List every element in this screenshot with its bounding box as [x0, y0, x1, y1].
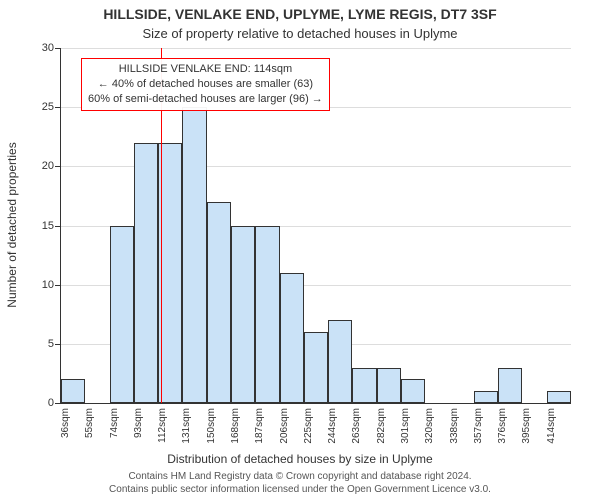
x-tick-label: 282sqm: [376, 408, 387, 458]
x-tick-label: 93sqm: [133, 408, 144, 458]
x-tick-label: 112sqm: [157, 408, 168, 458]
x-tick-label: 36sqm: [60, 408, 71, 458]
y-tick: [55, 285, 60, 286]
annotation-line1: HILLSIDE VENLAKE END: 114sqm: [88, 62, 323, 77]
histogram-bar: [474, 391, 498, 403]
histogram-bar: [328, 320, 352, 403]
x-tick-label: 376sqm: [497, 408, 508, 458]
grid-line: [61, 48, 571, 49]
y-tick: [55, 344, 60, 345]
y-tick-label: 25: [42, 101, 54, 113]
x-tick-label: 206sqm: [279, 408, 290, 458]
histogram-bar: [110, 226, 134, 404]
y-tick-label: 30: [42, 42, 54, 54]
y-tick: [55, 107, 60, 108]
histogram-bar: [377, 368, 401, 404]
histogram-bar: [61, 379, 85, 403]
y-axis-title: Number of detached properties: [5, 142, 19, 307]
footer-attribution: Contains HM Land Registry data © Crown c…: [0, 470, 600, 496]
x-tick-label: 338sqm: [449, 408, 460, 458]
x-tick-label: 187sqm: [254, 408, 265, 458]
histogram-bar: [304, 332, 328, 403]
x-tick-label: 244sqm: [327, 408, 338, 458]
histogram-bar: [401, 379, 425, 403]
x-tick-label: 225sqm: [303, 408, 314, 458]
histogram-bar: [207, 202, 231, 403]
y-tick: [55, 48, 60, 49]
histogram-bar: [255, 226, 279, 404]
histogram-bar: [547, 391, 571, 403]
x-tick-label: 301sqm: [400, 408, 411, 458]
plot-area: HILLSIDE VENLAKE END: 114sqm← 40% of det…: [60, 48, 571, 404]
histogram-bar: [352, 368, 376, 404]
y-tick-label: 20: [42, 160, 54, 172]
histogram-bar: [158, 143, 182, 403]
x-tick-label: 74sqm: [109, 408, 120, 458]
chart-container: HILLSIDE, VENLAKE END, UPLYME, LYME REGI…: [0, 0, 600, 500]
x-tick-label: 395sqm: [521, 408, 532, 458]
x-tick-label: 55sqm: [84, 408, 95, 458]
x-tick-label: 320sqm: [424, 408, 435, 458]
x-tick-label: 263sqm: [351, 408, 362, 458]
x-tick-label: 357sqm: [473, 408, 484, 458]
y-tick-label: 15: [42, 220, 54, 232]
annotation-line2: ← 40% of detached houses are smaller (63…: [88, 77, 323, 92]
annotation-line3: 60% of semi-detached houses are larger (…: [88, 92, 323, 107]
y-tick-label: 10: [42, 279, 54, 291]
histogram-bar: [231, 226, 255, 404]
x-tick-label: 414sqm: [546, 408, 557, 458]
histogram-bar: [280, 273, 304, 403]
chart-title-main: HILLSIDE, VENLAKE END, UPLYME, LYME REGI…: [0, 6, 600, 22]
histogram-bar: [182, 107, 206, 403]
y-tick-label: 0: [48, 397, 54, 409]
x-tick-label: 168sqm: [230, 408, 241, 458]
histogram-bar: [498, 368, 522, 404]
chart-title-sub: Size of property relative to detached ho…: [0, 26, 600, 41]
footer-line2: Contains public sector information licen…: [0, 483, 600, 496]
y-tick-label: 5: [48, 338, 54, 350]
y-tick: [55, 166, 60, 167]
x-tick-label: 150sqm: [206, 408, 217, 458]
y-tick: [55, 226, 60, 227]
x-axis-title: Distribution of detached houses by size …: [0, 452, 600, 466]
footer-line1: Contains HM Land Registry data © Crown c…: [0, 470, 600, 483]
y-tick: [55, 403, 60, 404]
annotation-box: HILLSIDE VENLAKE END: 114sqm← 40% of det…: [81, 58, 330, 111]
histogram-bar: [134, 143, 158, 403]
x-tick-label: 131sqm: [181, 408, 192, 458]
